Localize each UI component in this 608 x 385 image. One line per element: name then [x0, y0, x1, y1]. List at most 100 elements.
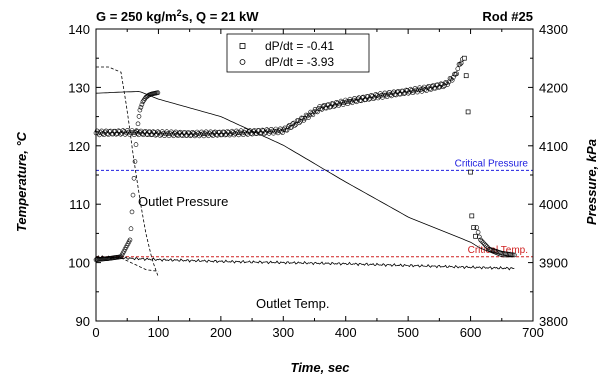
y-right-tick-label: 4100	[539, 139, 568, 154]
series-point	[180, 133, 185, 138]
series-point	[308, 109, 313, 115]
series-line-4	[95, 255, 515, 271]
series-point	[433, 85, 438, 91]
series-point	[382, 90, 388, 96]
series-point	[190, 130, 195, 135]
series-point	[376, 93, 382, 99]
series-point	[449, 78, 455, 83]
series-point	[245, 132, 250, 137]
series-point	[99, 128, 104, 134]
series-point	[302, 115, 308, 121]
series-point	[445, 82, 451, 87]
series-point	[391, 89, 397, 95]
rod-label: Rod #25	[482, 9, 533, 24]
series-point	[235, 130, 240, 135]
series-point	[463, 73, 469, 79]
series-line-5	[95, 256, 159, 272]
y-left-tick-label: 100	[68, 256, 90, 271]
series-point	[453, 72, 458, 77]
series-point	[409, 88, 415, 93]
series-point	[108, 128, 113, 134]
series-point	[135, 121, 141, 127]
series-point	[217, 129, 222, 135]
series-point	[147, 129, 153, 135]
series-point	[386, 90, 392, 95]
series-point	[140, 132, 146, 138]
series-point	[326, 102, 331, 107]
series-point	[395, 89, 401, 94]
series-point	[120, 128, 126, 133]
series-point	[337, 101, 343, 107]
series-point	[352, 96, 357, 101]
y-left-tick-label: 110	[69, 197, 90, 212]
series-point	[218, 132, 223, 138]
series-point	[331, 104, 337, 109]
series-point	[402, 90, 408, 96]
series-point	[116, 128, 121, 134]
series-point	[335, 100, 340, 106]
series-point	[207, 130, 212, 136]
series-point	[221, 129, 227, 135]
series-point	[324, 105, 329, 111]
series-point	[355, 96, 361, 102]
series-point	[155, 129, 161, 134]
series-point	[426, 84, 431, 89]
series-point	[437, 84, 443, 90]
x-tick-label: 0	[92, 325, 99, 340]
y-axis-left-label: Temperature, °C	[14, 131, 29, 232]
series-point	[130, 192, 136, 198]
series-point	[129, 209, 135, 215]
y-left-tick-label: 90	[76, 314, 90, 329]
series-point	[210, 133, 216, 138]
series-point	[264, 127, 270, 132]
series-point	[295, 118, 301, 123]
chart-title: G = 250 kg/m2s, Q = 21 kW	[96, 8, 259, 24]
series-point	[415, 89, 420, 95]
series-point	[112, 128, 118, 134]
plot-frame	[95, 28, 534, 322]
series-point	[450, 75, 456, 80]
series-point	[175, 133, 181, 138]
series-point	[136, 132, 141, 138]
y-right-tick-label: 3800	[539, 314, 568, 329]
x-tick-label: 100	[148, 325, 170, 340]
series-point	[454, 71, 460, 76]
y-left-tick-label: 130	[68, 80, 90, 95]
series-point	[103, 128, 109, 134]
series-point	[321, 103, 327, 108]
series-point	[455, 66, 461, 71]
legend-marker-circle	[239, 59, 246, 65]
series-point	[406, 91, 411, 96]
series-point	[313, 108, 319, 114]
series-point	[468, 169, 473, 175]
series-point	[457, 61, 463, 67]
series-point	[194, 129, 200, 135]
series-point	[384, 94, 390, 99]
series-point	[184, 133, 190, 138]
series-point	[297, 120, 302, 126]
series-point	[476, 234, 482, 240]
series-point	[228, 131, 234, 137]
series-point	[131, 176, 137, 181]
series-point	[349, 100, 355, 106]
series-point	[474, 225, 480, 230]
series-point	[132, 159, 138, 164]
series-point	[315, 109, 320, 115]
series-point	[212, 129, 218, 135]
y-axis-right-label: Pressure, kPa	[584, 139, 599, 225]
series-point	[339, 100, 345, 105]
series-point	[106, 132, 111, 137]
series-point	[307, 112, 312, 118]
series-point	[119, 131, 125, 136]
series-point	[345, 101, 351, 106]
x-axis-label: Time, sec	[290, 360, 350, 375]
series-point	[511, 252, 517, 258]
series-point	[137, 107, 143, 113]
series-point	[374, 93, 380, 98]
x-tick-label: 600	[460, 325, 482, 340]
series-point	[363, 97, 369, 102]
series-point	[292, 123, 298, 128]
series-point	[249, 131, 255, 137]
series-point	[419, 89, 425, 94]
